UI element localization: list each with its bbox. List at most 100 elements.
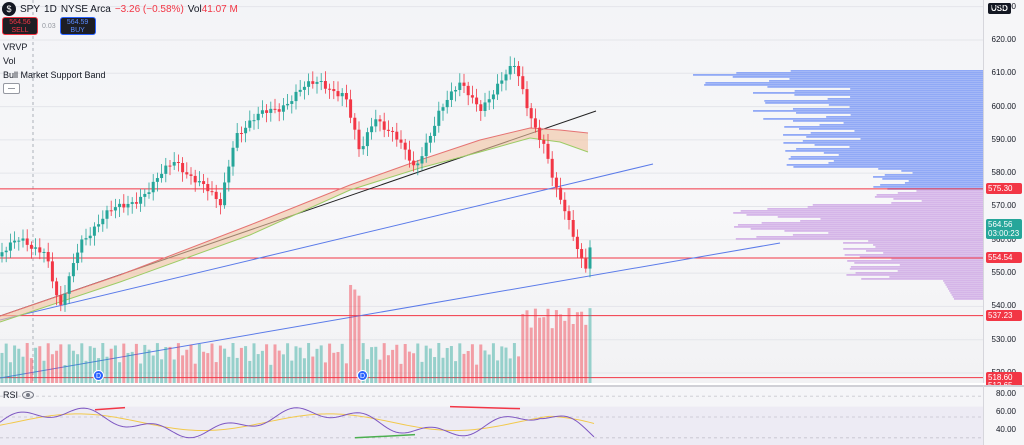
rsi-canvas[interactable] [0, 387, 983, 445]
lower-trend-line [0, 242, 781, 379]
sell-price: 564.56 [9, 19, 31, 26]
volume-profile-row [767, 86, 983, 88]
volume-bar [218, 345, 222, 383]
volume-bar [202, 351, 206, 383]
volume-profile-row [765, 102, 983, 104]
price-tick: 590.00 [991, 134, 1016, 144]
candle-body [567, 211, 571, 220]
horizontal-line-price-label[interactable]: 575.30 [986, 182, 1022, 194]
candle-body [286, 103, 290, 106]
indicator-vol[interactable]: Vol [3, 56, 16, 66]
candle-body [130, 202, 134, 204]
rsi-title[interactable]: RSI [3, 390, 19, 400]
candle-body [113, 207, 117, 211]
volume-profile-row [820, 218, 983, 220]
currency-label[interactable]: USD [988, 3, 1011, 14]
middle-trend-line [0, 163, 654, 321]
candle-body [55, 281, 59, 296]
volume-bar [340, 343, 344, 383]
candle-body [42, 251, 46, 253]
volume-profile-row [952, 296, 983, 298]
candle-body [50, 261, 54, 282]
indicator-vrvp[interactable]: VRVP [3, 42, 28, 52]
last-price-label[interactable]: 564.56 03:00:23 [986, 218, 1022, 239]
candle-body [143, 193, 147, 197]
candle-body [21, 238, 25, 241]
volume-profile-row [792, 120, 983, 122]
symbol-name[interactable]: SPY [20, 3, 41, 15]
volume-profile-row [901, 170, 983, 172]
price-scale[interactable]: USD 630.00 620.00 610.00 600.00 590.00 580.00… [983, 0, 1024, 391]
rsi-divergence-line [354, 433, 416, 439]
volume-profile-row [788, 158, 983, 160]
volume-profile-row [866, 250, 983, 252]
buy-button[interactable]: 564.59 BUY [59, 17, 96, 35]
volume-profile-row [794, 94, 983, 96]
candle-body [428, 135, 432, 143]
candle-body [38, 247, 42, 253]
volume-profile-row [737, 224, 983, 226]
volume-bar [281, 354, 285, 383]
visibility-eye-icon[interactable] [22, 391, 35, 399]
volume-profile-row [850, 266, 983, 268]
candle-body [155, 178, 159, 182]
candle-body [559, 187, 563, 200]
candle-body [449, 91, 453, 100]
rsi-pane[interactable]: RSI [0, 385, 983, 445]
volume-profile-row [794, 90, 983, 92]
volume-bar [378, 359, 382, 383]
candle-body [71, 263, 75, 277]
volume-profile-row [893, 198, 983, 200]
volume-bar [265, 344, 269, 383]
volume-bar [567, 308, 571, 383]
volume-bar [92, 347, 96, 383]
volume-profile-row [810, 132, 983, 134]
collapse-indicators-button[interactable] [3, 83, 20, 94]
volume-bar [67, 344, 71, 383]
volume-label: Vol [187, 3, 202, 15]
candle-body [260, 110, 264, 114]
volume-profile-row [843, 242, 983, 244]
main-chart-pane[interactable]: $ SPY 1D NYSE Arca −3.26 (−0.58%) Vol 41.… [0, 0, 983, 383]
horizontal-line-price-label[interactable]: 518.60 [986, 371, 1022, 383]
price-chart-canvas[interactable] [0, 0, 983, 383]
volume-bar [193, 363, 197, 383]
candle-body [382, 121, 386, 130]
candle-body [197, 181, 201, 183]
volume-bar [80, 343, 84, 383]
volume-profile-row [785, 150, 983, 152]
dividend-marker[interactable]: D [93, 370, 104, 381]
volume-profile-row [912, 172, 983, 174]
volume-profile-row [777, 216, 983, 218]
dividend-marker[interactable]: D [357, 370, 368, 381]
volume-bar [433, 357, 437, 383]
volume-bar [25, 343, 29, 383]
rsi-scale[interactable]: 80.00 60.00 40.00 [983, 385, 1024, 445]
sell-button[interactable]: 564.56 SELL [2, 17, 38, 35]
buy-price: 564.59 [66, 19, 89, 26]
symbol-interval[interactable]: 1D [44, 3, 57, 15]
candle-body [29, 244, 33, 249]
volume-bar [403, 343, 407, 383]
horizontal-line-price-label[interactable]: 554.54 [986, 251, 1022, 263]
candle-body [139, 196, 143, 204]
indicator-bull-market-support-band[interactable]: Bull Market Support Band [3, 70, 106, 80]
horizontal-line-price-label[interactable]: 537.23 [986, 309, 1022, 321]
volume-bar [454, 361, 458, 383]
candle-body [307, 81, 311, 87]
candle-body [403, 142, 407, 150]
volume-bar [21, 356, 25, 383]
volume-bar [483, 350, 487, 383]
candle-body [59, 295, 63, 305]
volume-bar [181, 355, 185, 383]
candle-body [151, 181, 155, 193]
candle-body [76, 252, 80, 264]
volume-profile-row [891, 202, 983, 204]
symbol-exchange: NYSE Arca [60, 3, 111, 15]
volume-bar [428, 348, 432, 383]
volume-bar [8, 362, 12, 383]
volume-bar [235, 357, 239, 383]
candle-body [281, 105, 285, 112]
volume-profile-row [786, 164, 983, 166]
candle-body [223, 182, 227, 206]
